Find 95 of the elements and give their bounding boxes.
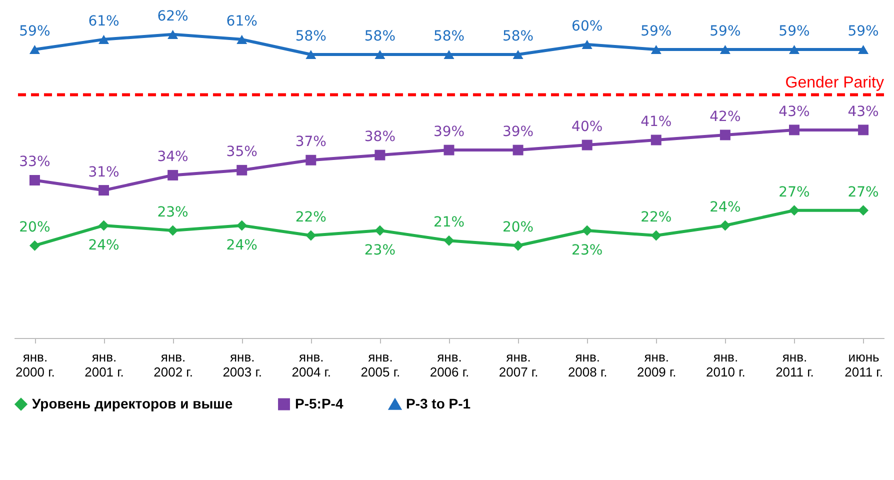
point [788,124,800,136]
data-label: 59% [778,23,810,40]
legend-label: P-5:P-4 [295,395,344,412]
point [374,150,386,160]
point [512,50,524,60]
data-label: 59% [710,23,741,40]
point [650,230,662,241]
data-label: 22% [640,210,672,226]
x-tick-label: янв. 2010 г. [706,350,746,380]
x-tick-label: янв. 2000 г. [16,350,55,380]
point [512,144,524,156]
point [858,44,869,54]
data-label: 35% [226,144,258,160]
point [650,134,662,146]
data-label: 39% [433,124,465,140]
data-label: 38% [364,129,396,146]
x-tick-label: июнь 2011 г. [844,350,883,380]
point [444,144,454,156]
point [650,44,662,54]
point [720,44,730,54]
point [512,240,524,251]
point [306,154,316,166]
data-label: 20% [19,220,50,236]
data-label: 27% [848,184,879,200]
point [858,205,869,216]
data-label: 40% [572,119,603,136]
x-tick-label: янв. 2008 г. [568,350,608,380]
data-label: 20% [502,220,534,236]
data-label: 60% [572,18,603,34]
point [29,44,40,54]
point [168,225,178,236]
data-label: 58% [364,28,396,45]
data-label: 33% [19,154,50,170]
data-label: 21% [433,214,465,231]
legend-label: P-3 to P-1 [406,396,471,412]
point [788,205,800,216]
data-label: 34% [157,149,188,166]
x-tick-label: янв. 2007 г. [498,350,538,380]
data-label: 59% [640,23,672,40]
point [306,50,316,60]
point [98,220,110,231]
point [236,34,248,44]
x-tick-label: янв. 2003 г. [222,350,262,380]
point [374,225,386,236]
point [720,130,730,140]
data-label: 58% [295,28,326,45]
data-label: 24% [710,199,741,216]
point [720,220,730,231]
point [29,174,40,186]
point [168,30,178,39]
ref-line-label: Gender Parity [785,74,884,92]
data-label: 23% [572,242,603,259]
x-tick-label: янв. 2005 г. [360,350,400,380]
point [582,40,592,49]
x-tick-label: янв. 2002 г. [154,350,193,380]
data-label: 62% [157,8,188,24]
point [582,225,592,236]
point [98,185,110,196]
data-label: 42% [710,108,741,125]
data-label: 39% [502,124,534,140]
point [98,34,110,44]
data-label: 22% [295,210,326,226]
data-label: 24% [226,237,258,254]
point [858,124,869,136]
x-tick-label: янв. 2011 г. [776,350,814,380]
data-label: 43% [848,104,879,120]
point [168,170,178,180]
data-label: 27% [778,184,810,200]
point [236,220,248,231]
data-label: 41% [640,114,672,130]
data-label: 24% [88,237,120,254]
point [582,140,592,150]
point [444,50,454,60]
x-tick-label: янв. 2009 г. [636,350,676,380]
data-label: 61% [226,13,258,30]
point [374,50,386,60]
data-label: 59% [19,23,50,40]
x-tick-label: янв. 2004 г. [292,350,332,380]
point [788,44,800,54]
data-label: 58% [502,28,534,45]
point [306,230,316,241]
data-label: 23% [364,242,396,259]
data-label: 23% [157,204,188,221]
data-label: 31% [88,164,120,180]
data-label: 59% [848,23,879,40]
legend-label: Уровень директоров и выше [32,395,233,412]
point [29,240,40,251]
data-label: 37% [295,134,326,150]
x-tick-label: янв. 2006 г. [430,350,470,380]
point [444,235,454,246]
data-label: 58% [433,28,465,45]
point [236,164,248,176]
data-label: 61% [88,13,120,30]
data-label: 43% [778,104,810,120]
x-tick-label: янв. 2001 г. [84,350,124,380]
